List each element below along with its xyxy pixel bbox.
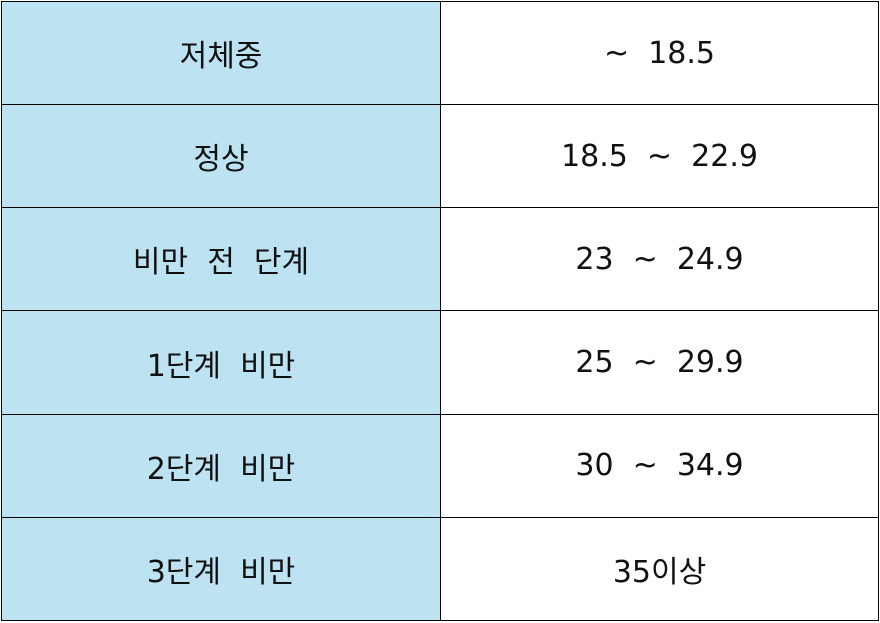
table-row: 2단계 비만 30 ~ 34.9	[1, 413, 879, 518]
table-row: 비만 전 단계 23 ~ 24.9	[1, 207, 879, 312]
range-cell: ~ 18.5	[440, 0, 879, 106]
range-cell: 25 ~ 29.9	[440, 310, 879, 415]
category-cell: 비만 전 단계	[1, 207, 441, 312]
range-cell: 30 ~ 34.9	[440, 413, 879, 518]
table-row: 정상 18.5 ~ 22.9	[1, 104, 879, 209]
category-cell: 2단계 비만	[1, 413, 441, 518]
table-row: 저체중 ~ 18.5	[1, 0, 879, 106]
range-cell: 35이상	[440, 516, 879, 622]
range-cell: 18.5 ~ 22.9	[440, 104, 879, 209]
category-cell: 1단계 비만	[1, 310, 441, 415]
table-row: 1단계 비만 25 ~ 29.9	[1, 310, 879, 415]
range-cell: 23 ~ 24.9	[440, 207, 879, 312]
category-cell: 저체중	[1, 0, 441, 106]
category-cell: 3단계 비만	[1, 516, 441, 622]
category-cell: 정상	[1, 104, 441, 209]
table-row: 3단계 비만 35이상	[1, 516, 879, 622]
